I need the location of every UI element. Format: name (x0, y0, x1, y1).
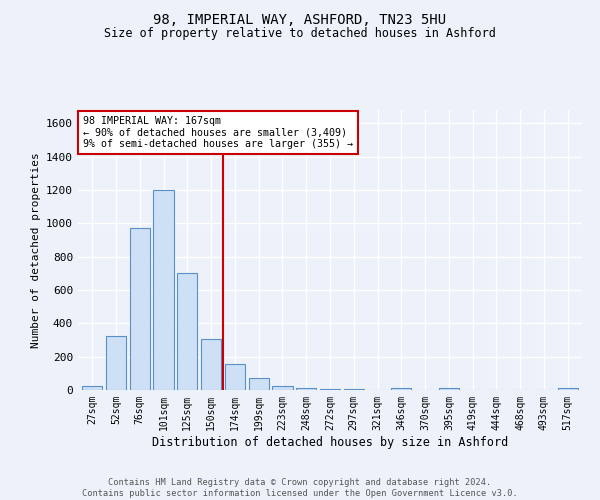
Bar (391, 388, 412, 390)
Bar (272, 386, 293, 390)
Bar (82, 386, 103, 390)
X-axis label: Distribution of detached houses by size in Ashford: Distribution of detached houses by size … (152, 436, 508, 448)
Bar (296, 388, 316, 390)
Bar (154, 190, 173, 390)
Y-axis label: Number of detached properties: Number of detached properties (31, 152, 41, 348)
Text: 98 IMPERIAL WAY: 167sqm
← 90% of detached houses are smaller (3,409)
9% of semi-: 98 IMPERIAL WAY: 167sqm ← 90% of detache… (83, 116, 353, 149)
Bar (557, 388, 578, 390)
Bar (225, 364, 245, 390)
Bar (344, 389, 364, 390)
Bar (248, 378, 269, 390)
Bar (130, 228, 150, 390)
Bar (320, 389, 340, 390)
Text: Contains HM Land Registry data © Crown copyright and database right 2024.
Contai: Contains HM Land Registry data © Crown c… (82, 478, 518, 498)
Bar (201, 339, 221, 390)
Bar (106, 336, 126, 390)
Text: Size of property relative to detached houses in Ashford: Size of property relative to detached ho… (104, 28, 496, 40)
Bar (439, 388, 459, 390)
Bar (177, 274, 197, 390)
Text: 98, IMPERIAL WAY, ASHFORD, TN23 5HU: 98, IMPERIAL WAY, ASHFORD, TN23 5HU (154, 12, 446, 26)
